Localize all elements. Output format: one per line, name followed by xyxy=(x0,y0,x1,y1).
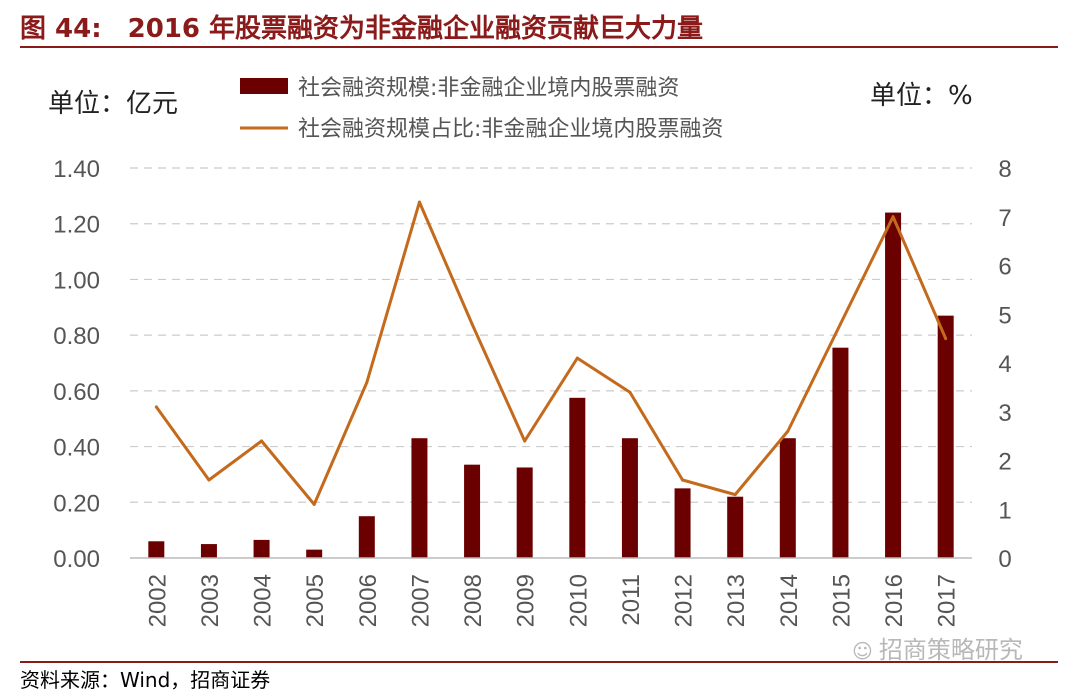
right-tick-label: 6 xyxy=(998,254,1011,281)
x-axis-ticks: 2002 2003 2004 2005 2006 2007 2008 2009 2010 2011… xyxy=(144,574,960,627)
bar-2014 xyxy=(779,438,796,558)
line-series xyxy=(154,200,948,506)
bar-2003 xyxy=(200,544,217,558)
left-tick-label: 1.20 xyxy=(53,212,100,239)
line-point-2010 xyxy=(575,356,579,360)
x-tick-label: 2008 xyxy=(460,574,487,627)
line-point-2017 xyxy=(944,337,948,341)
x-tick-label: 2003 xyxy=(197,574,224,627)
x-tick-label: 2016 xyxy=(881,574,908,627)
right-tick-label: 3 xyxy=(998,400,1011,427)
bar-2015 xyxy=(832,347,849,558)
bar-2012 xyxy=(674,488,691,558)
x-tick-label: 2006 xyxy=(355,574,382,627)
bar-2011 xyxy=(621,438,638,558)
line-point-2013 xyxy=(733,493,737,497)
title-rule xyxy=(20,46,1058,48)
x-tick-label: 2012 xyxy=(671,574,698,627)
right-tick-label: 8 xyxy=(998,156,1011,183)
bar-2013 xyxy=(727,496,744,558)
line-point-2003 xyxy=(207,478,211,482)
x-tick-label: 2002 xyxy=(144,574,171,627)
footer-rule xyxy=(20,661,1058,663)
line-point-2004 xyxy=(260,439,264,443)
bar-2009 xyxy=(516,467,533,558)
bar-2004 xyxy=(253,539,270,558)
wechat-icon: ☺ xyxy=(852,639,873,663)
right-tick-label: 4 xyxy=(998,351,1011,378)
left-axis-unit: 单位：亿元 xyxy=(48,89,178,119)
figure-title-text: 2016 年股票融资为非金融企业融资贡献巨大力量 xyxy=(127,14,704,44)
left-axis-ticks: 0.00 0.20 0.40 0.60 0.80 1.00 1.20 1.40 xyxy=(53,156,100,573)
x-tick-label: 2013 xyxy=(723,574,750,627)
grid-lines xyxy=(130,167,972,503)
right-tick-label: 2 xyxy=(998,449,1011,476)
line-point-2005 xyxy=(312,502,316,506)
line-point-2012 xyxy=(681,478,685,482)
line-point-2016 xyxy=(891,215,895,219)
legend-bar-swatch xyxy=(240,78,288,94)
figure-title: 图 44: 2016 年股票融资为非金融企业融资贡献巨大力量 xyxy=(20,8,703,45)
right-tick-label: 7 xyxy=(998,205,1011,232)
x-tick-label: 2017 xyxy=(934,574,961,627)
x-tick-label: 2007 xyxy=(407,574,434,627)
bar-2017 xyxy=(937,315,954,558)
right-tick-label: 1 xyxy=(998,497,1011,524)
x-tick-label: 2010 xyxy=(565,574,592,627)
bar-2005 xyxy=(306,549,323,558)
line-point-2008 xyxy=(470,322,474,326)
line-point-2002 xyxy=(154,405,158,409)
x-tick-label: 2014 xyxy=(776,574,803,627)
bar-2007 xyxy=(411,438,428,558)
x-tick-label: 2009 xyxy=(513,574,540,627)
x-tick-label: 2015 xyxy=(828,574,855,627)
x-tick-label: 2004 xyxy=(250,574,277,627)
left-tick-label: 0.40 xyxy=(53,435,100,462)
x-tick-label: 2011 xyxy=(618,574,645,626)
bar-2008 xyxy=(464,464,481,558)
bar-2016 xyxy=(885,212,902,559)
line-point-2009 xyxy=(523,439,527,443)
right-tick-label: 0 xyxy=(998,546,1011,573)
line-point-2015 xyxy=(838,322,842,326)
left-tick-label: 0.80 xyxy=(53,323,100,350)
line-point-2007 xyxy=(417,200,421,204)
line-point-2011 xyxy=(628,390,632,394)
legend-bar-label: 社会融资规模:非金融企业境内股票融资 xyxy=(298,76,679,101)
bar-2002 xyxy=(148,541,165,558)
right-axis-ticks: 0 1 2 3 4 5 6 7 8 xyxy=(998,156,1011,573)
right-axis-unit: 单位：% xyxy=(870,81,973,111)
watermark-text: 招商策略研究 xyxy=(878,636,1023,664)
bar-2010 xyxy=(569,397,586,558)
share-line xyxy=(155,200,948,506)
left-tick-label: 0.00 xyxy=(53,546,100,573)
line-point-2006 xyxy=(365,381,369,384)
watermark: ☺ 招商策略研究 xyxy=(852,630,1023,665)
left-tick-label: 1.40 xyxy=(53,156,100,183)
source-note: 资料来源：Wind，招商证券 xyxy=(20,668,271,692)
bar-2006 xyxy=(358,516,375,558)
bar-series xyxy=(148,212,954,559)
left-tick-label: 0.60 xyxy=(53,379,100,406)
line-point-2014 xyxy=(786,429,790,433)
left-tick-label: 1.00 xyxy=(53,267,100,294)
legend-line-label: 社会融资规模占比:非金融企业境内股票融资 xyxy=(298,117,723,142)
left-tick-label: 0.20 xyxy=(53,490,100,517)
figure-label: 图 44: xyxy=(20,14,102,44)
legend: 社会融资规模:非金融企业境内股票融资 社会融资规模占比:非金融企业境内股票融资 xyxy=(240,76,723,142)
x-tick-label: 2005 xyxy=(302,574,329,627)
right-tick-label: 5 xyxy=(998,302,1011,329)
